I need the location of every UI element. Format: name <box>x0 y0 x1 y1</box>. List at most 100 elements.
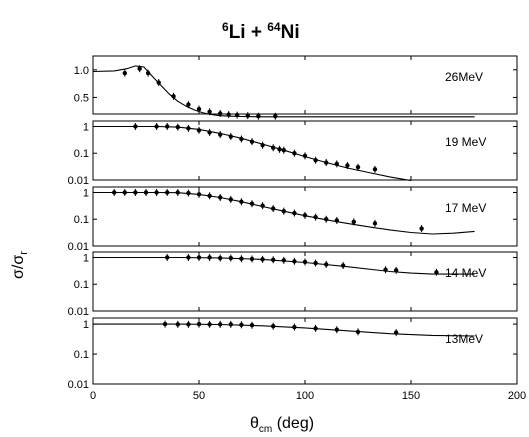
data-point <box>154 124 159 129</box>
data-point <box>186 255 191 260</box>
data-point <box>292 259 297 264</box>
title-element-1: Li <box>229 22 246 43</box>
data-point <box>273 114 278 119</box>
y-tick-label: 1 <box>83 252 89 264</box>
data-point <box>324 160 329 165</box>
y-tick-label: 1 <box>83 319 89 331</box>
data-point <box>239 256 244 261</box>
data-point <box>186 126 191 131</box>
data-point <box>355 165 361 170</box>
data-point <box>334 161 339 167</box>
data-point <box>393 268 399 273</box>
data-point <box>143 190 149 195</box>
data-point <box>175 322 180 327</box>
data-point <box>249 201 255 206</box>
panel-frame <box>92 55 518 115</box>
data-point <box>256 114 261 119</box>
data-point <box>218 111 223 116</box>
data-point <box>313 260 318 266</box>
data-point <box>324 217 329 222</box>
data-point <box>260 257 265 262</box>
model-curve <box>93 256 475 275</box>
data-point <box>228 255 233 261</box>
x-tick-label: 100 <box>296 390 314 402</box>
data-point <box>186 322 191 327</box>
data-point <box>175 124 180 130</box>
data-point <box>218 322 223 327</box>
data-point <box>196 321 202 327</box>
y-tick-label: 0.1 <box>74 279 89 291</box>
data-point <box>207 255 212 260</box>
data-point <box>271 257 276 262</box>
model-curve <box>93 125 412 182</box>
data-point <box>419 226 424 231</box>
title-plus: + <box>246 22 268 43</box>
data-point <box>239 322 244 327</box>
y-axis-label-sub: r <box>18 251 30 255</box>
data-point <box>228 322 233 327</box>
data-point <box>302 153 308 159</box>
data-point <box>234 112 240 118</box>
data-point <box>133 124 138 129</box>
x-tick-label: 50 <box>193 390 205 402</box>
data-point <box>249 322 255 328</box>
data-point <box>249 139 255 144</box>
data-point <box>239 136 244 142</box>
panel-3: 1 0.1 0.01 17 MeV <box>68 186 518 253</box>
data-point <box>340 263 346 268</box>
panel-2: 1 0.1 0.01 19 MeV <box>68 120 518 187</box>
data-point <box>207 109 212 114</box>
data-point <box>302 213 308 218</box>
data-point <box>207 322 212 327</box>
y-tick-label: 0.01 <box>68 175 89 187</box>
chart-title: 6Li + 64Ni <box>222 20 300 43</box>
energy-label: 19 MeV <box>445 135 486 149</box>
data-point <box>186 190 191 196</box>
data-point <box>355 329 361 335</box>
data-point <box>165 124 170 129</box>
y-tick-label: 0.5 <box>74 92 89 104</box>
energy-label: 17 MeV <box>445 201 486 215</box>
energy-label: 14 MeV <box>445 266 486 280</box>
x-axis-label-sub: cm <box>259 424 272 435</box>
data-point <box>156 80 161 85</box>
data-point <box>165 255 170 260</box>
data-point <box>372 167 378 172</box>
data-point <box>122 70 128 76</box>
data-point <box>271 206 276 211</box>
data-point <box>133 190 138 195</box>
data-point <box>281 147 286 153</box>
data-point <box>313 214 318 220</box>
data-point <box>226 112 231 117</box>
data-point <box>207 193 212 199</box>
data-point <box>393 330 399 335</box>
data-point <box>383 267 388 272</box>
data-point <box>372 221 378 226</box>
x-axis-label-unit: (deg) <box>272 415 314 432</box>
title-mass-1: 6 <box>222 20 229 34</box>
data-point <box>271 324 276 329</box>
data-point <box>292 151 297 156</box>
data-point <box>228 197 233 202</box>
data-point <box>313 157 318 163</box>
energy-label: 13MeV <box>445 332 483 346</box>
data-point <box>345 163 350 168</box>
data-point <box>186 102 191 107</box>
x-tick-label: 200 <box>508 390 526 402</box>
data-point <box>196 255 202 260</box>
title-element-2: Ni <box>281 22 300 43</box>
y-tick-label: 0.1 <box>74 148 89 160</box>
y-tick-label: 0.01 <box>68 306 89 318</box>
data-point <box>165 190 170 195</box>
x-tick-label: 150 <box>402 390 420 402</box>
data-point <box>162 321 168 327</box>
data-point <box>434 270 439 275</box>
data-point <box>112 190 117 195</box>
data-point <box>351 219 356 225</box>
data-point <box>145 70 151 76</box>
data-point <box>218 195 223 200</box>
data-point <box>137 66 142 71</box>
data-point <box>154 190 159 195</box>
data-point <box>196 192 202 197</box>
y-tick-label: 0.1 <box>74 214 89 226</box>
